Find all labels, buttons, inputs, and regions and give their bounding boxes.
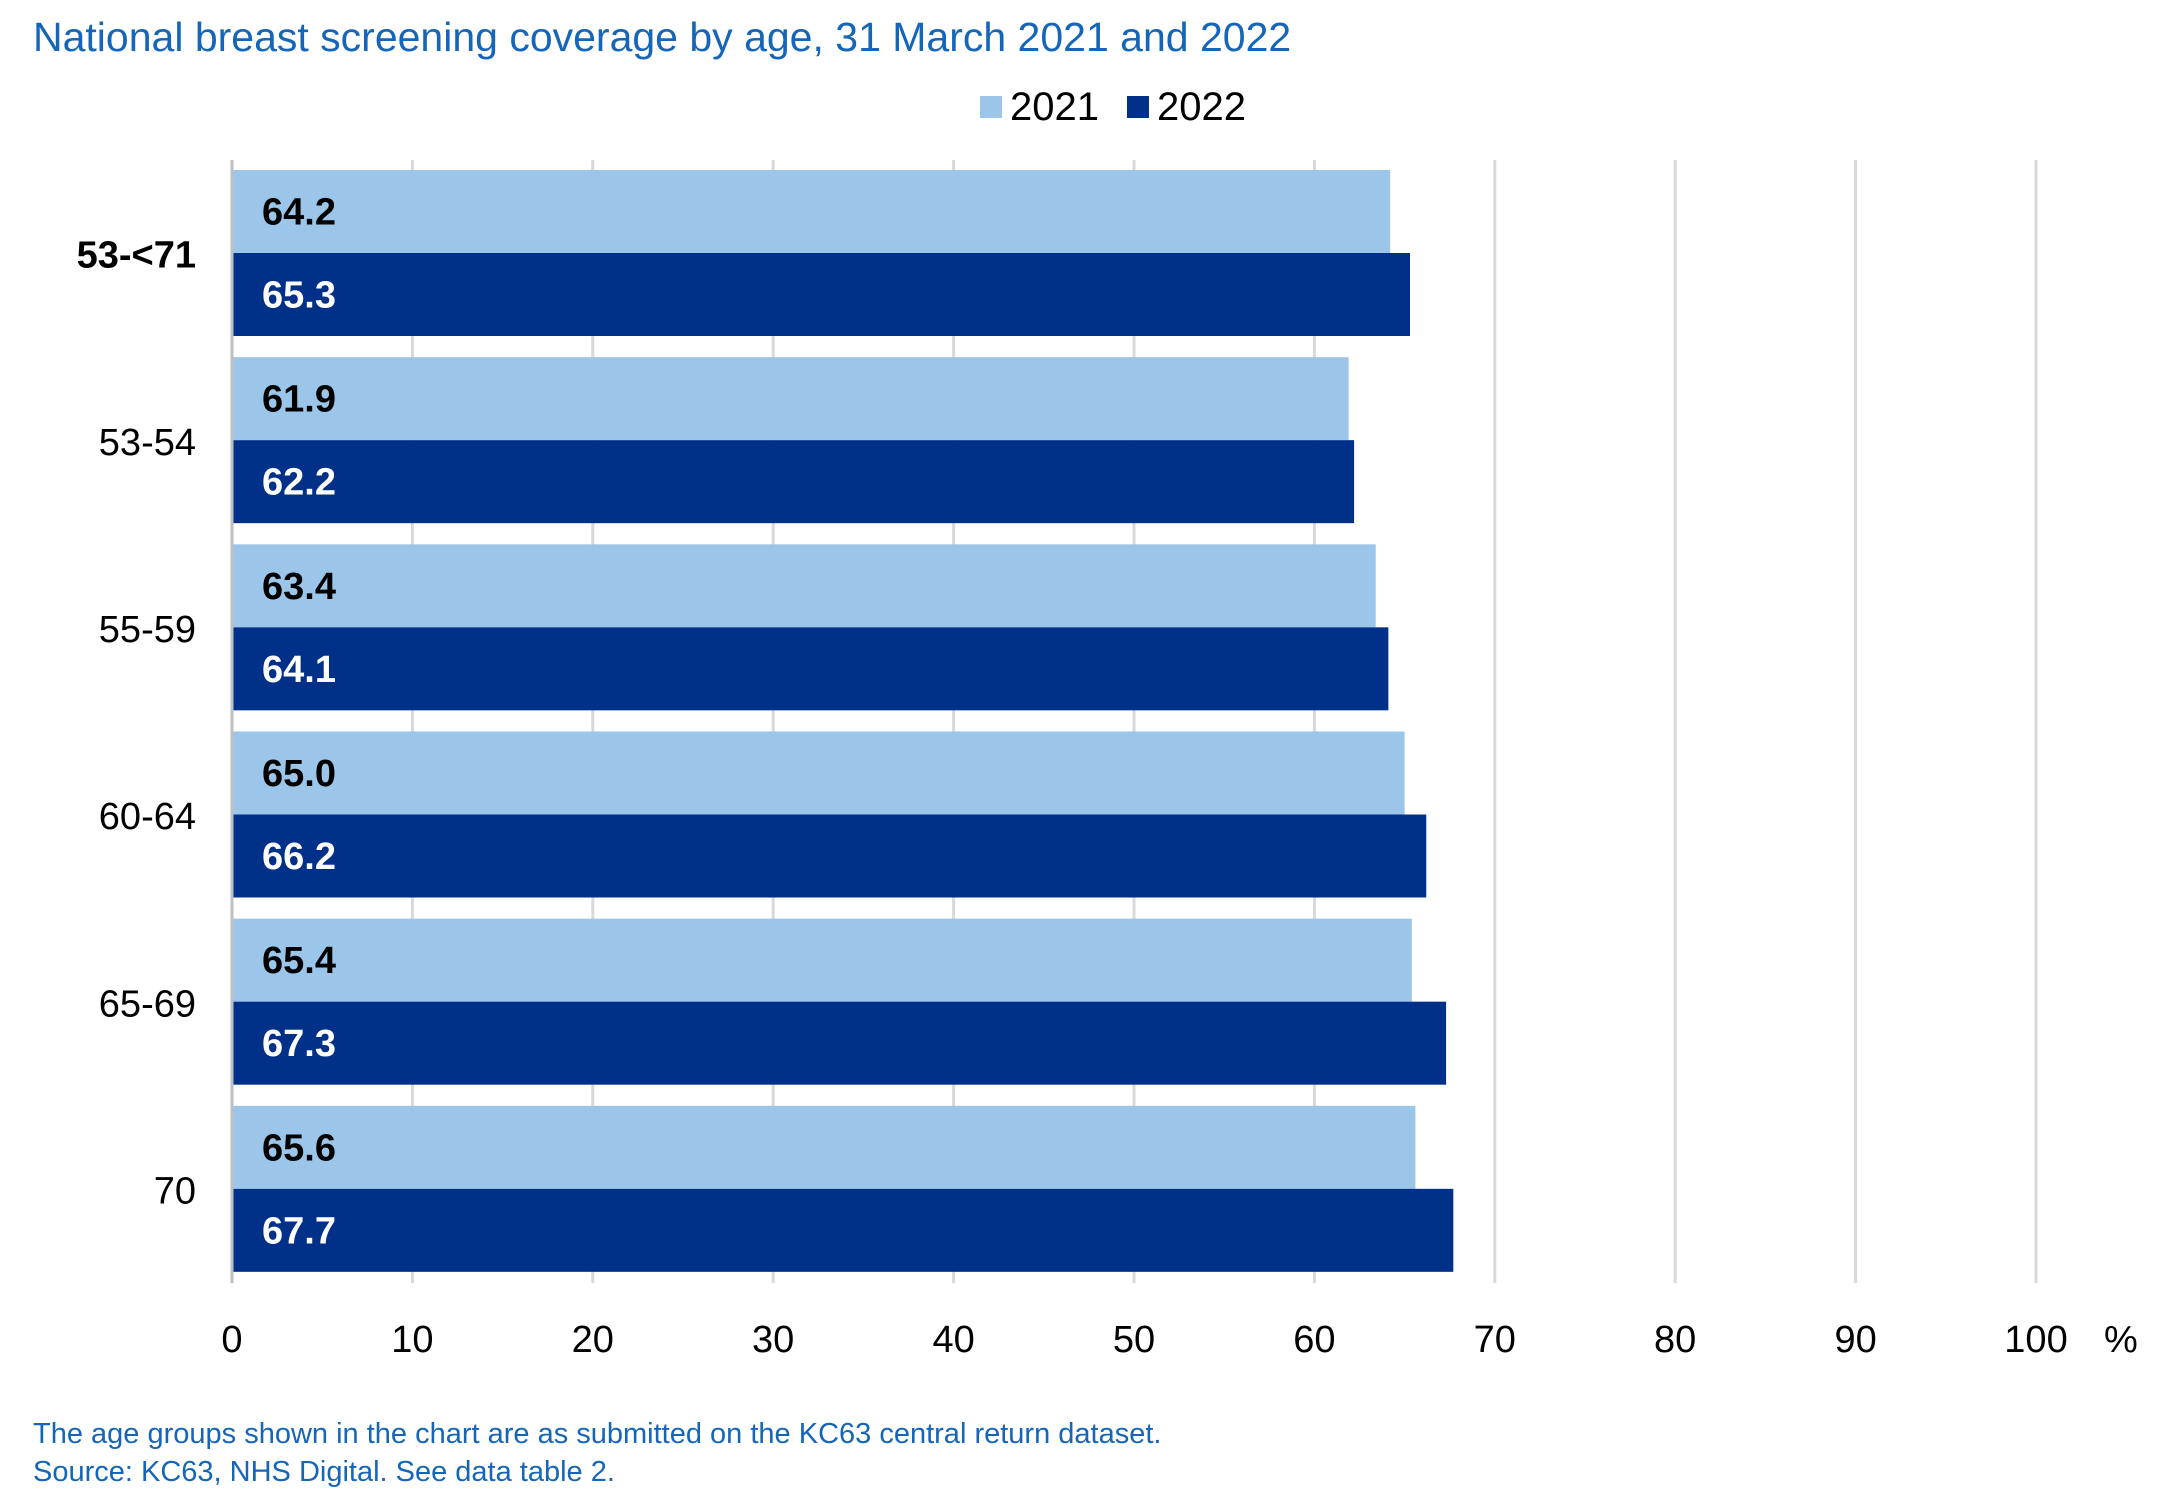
x-unit-label: % xyxy=(2104,1319,2138,1361)
data-label-2022-3: 66.2 xyxy=(262,836,336,878)
chart-legend: 2021 2022 xyxy=(980,82,1274,132)
bar-2021-4 xyxy=(232,918,1412,1002)
data-label-2021-5: 65.6 xyxy=(262,1127,336,1169)
chart-title: National breast screening coverage by ag… xyxy=(33,14,1292,60)
bar-2022-1 xyxy=(232,440,1355,524)
bar-2022-5 xyxy=(232,1188,1454,1272)
bar-2021-2 xyxy=(232,544,1376,628)
data-label-2022-5: 67.7 xyxy=(262,1210,336,1252)
data-label-2022-1: 62.2 xyxy=(262,462,336,504)
bar-chart: 64.2 65.3 53-<71 61.9 62.2 53-54 63.4 64.1 55-59… xyxy=(77,160,2138,1361)
x-tick-label-100: 100 xyxy=(2004,1319,2067,1361)
bar-2021-3 xyxy=(232,731,1405,815)
legend-item-2021: 2021 xyxy=(980,85,1099,130)
data-label-2021-4: 65.4 xyxy=(262,940,336,982)
bar-2021-0 xyxy=(232,170,1391,253)
category-label-1: 53-54 xyxy=(99,422,196,464)
legend-label-2022: 2022 xyxy=(1156,84,1246,129)
x-tick-label-50: 50 xyxy=(1113,1319,1155,1361)
category-label-5: 70 xyxy=(154,1170,196,1212)
x-tick-label-40: 40 xyxy=(932,1319,974,1361)
data-label-2021-3: 65.0 xyxy=(262,753,336,795)
bar-2022-4 xyxy=(232,1001,1447,1085)
bar-2022-2 xyxy=(232,627,1389,711)
legend-swatch-2021 xyxy=(980,96,1002,118)
x-tick-label-90: 90 xyxy=(1834,1319,1876,1361)
data-label-2022-0: 65.3 xyxy=(262,275,336,317)
x-tick-label-10: 10 xyxy=(391,1319,433,1361)
x-tick-label-70: 70 xyxy=(1474,1319,1516,1361)
footnote-source: Source: KC63, NHS Digital. See data tabl… xyxy=(33,1456,615,1488)
x-tick-label-60: 60 xyxy=(1293,1319,1335,1361)
bar-2021-5 xyxy=(232,1105,1416,1189)
data-label-2021-2: 63.4 xyxy=(262,566,336,608)
data-label-2021-0: 64.2 xyxy=(262,192,336,234)
bar-2022-0 xyxy=(232,253,1411,336)
bar-2021-1 xyxy=(232,357,1349,441)
legend-label-2021: 2021 xyxy=(1010,84,1099,129)
data-label-2022-4: 67.3 xyxy=(262,1023,336,1065)
data-label-2021-1: 61.9 xyxy=(262,379,336,421)
data-label-2022-2: 64.1 xyxy=(262,649,336,691)
legend-item-2022: 2022 xyxy=(1126,84,1246,130)
category-label-0: 53-<71 xyxy=(77,235,196,277)
x-tick-label-20: 20 xyxy=(572,1319,614,1361)
footnote-dataset: The age groups shown in the chart are as… xyxy=(33,1418,1162,1450)
x-tick-label-30: 30 xyxy=(752,1319,794,1361)
category-label-4: 65-69 xyxy=(99,983,196,1025)
x-tick-label-80: 80 xyxy=(1654,1319,1696,1361)
category-label-3: 60-64 xyxy=(99,796,196,838)
legend-swatch-2022 xyxy=(1126,96,1149,118)
x-tick-label-0: 0 xyxy=(221,1319,242,1361)
bar-2022-3 xyxy=(232,814,1427,898)
category-label-2: 55-59 xyxy=(99,609,196,651)
